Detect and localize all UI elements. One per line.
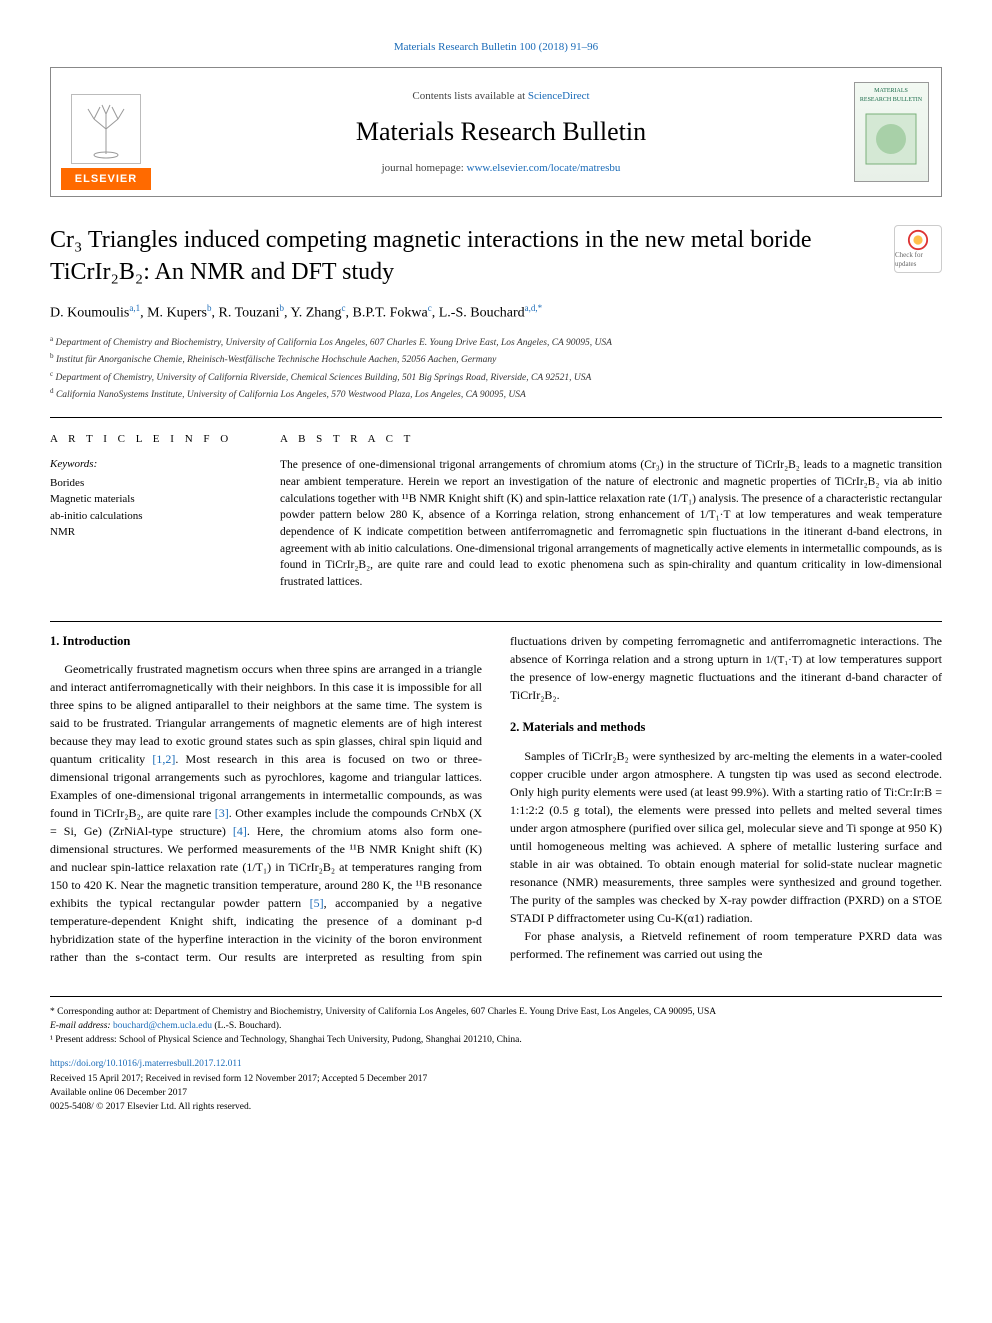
cover-graphic-icon: [861, 104, 921, 174]
elsevier-tree-icon: [71, 94, 141, 164]
masthead-center: Contents lists available at ScienceDirec…: [161, 68, 841, 196]
journal-masthead: ELSEVIER Contents lists available at Sci…: [50, 67, 942, 197]
methods-paragraph-1: Samples of TiCrIr₂B₂ were synthesized by…: [510, 747, 942, 927]
affiliation-item: d California NanoSystems Institute, Univ…: [50, 387, 942, 402]
author-list: D. Koumoulisa,1, M. Kupersb, R. Touzanib…: [50, 302, 942, 323]
article-info-label: A R T I C L E I N F O: [50, 432, 250, 447]
corresponding-author-note: * Corresponding author at: Department of…: [50, 1005, 942, 1019]
divider-bottom: [50, 621, 942, 622]
contents-prefix: Contents lists available at: [412, 90, 527, 102]
ref-link-5[interactable]: [5]: [310, 896, 324, 910]
crossmark-label: Check for updates: [895, 251, 941, 271]
methods-paragraph-2: For phase analysis, a Rietveld refinemen…: [510, 927, 942, 963]
crossmark-icon: [907, 229, 929, 251]
keyword-item: ab-initio calculations: [50, 508, 250, 525]
received-dates: Received 15 April 2017; Received in revi…: [50, 1072, 942, 1086]
keyword-item: Borides: [50, 475, 250, 492]
keywords-label: Keywords:: [50, 457, 250, 472]
present-address-note: ¹ Present address: School of Physical Sc…: [50, 1033, 942, 1047]
abstract-label: A B S T R A C T: [280, 432, 942, 447]
divider-top: [50, 417, 942, 418]
cover-title: MATERIALS RESEARCH BULLETIN: [859, 87, 924, 104]
available-online: Available online 06 December 2017: [50, 1086, 942, 1100]
sciencedirect-link[interactable]: ScienceDirect: [528, 90, 590, 102]
contents-available-line: Contents lists available at ScienceDirec…: [412, 89, 589, 104]
copyright-line: 0025-5408/ © 2017 Elsevier Ltd. All righ…: [50, 1100, 942, 1114]
journal-cover-thumbnail: MATERIALS RESEARCH BULLETIN: [854, 82, 929, 182]
intro-text-1: Geometrically frustrated magnetism occur…: [50, 662, 482, 766]
abstract-text: The presence of one-dimensional trigonal…: [280, 457, 942, 590]
journal-name: Materials Research Bulletin: [356, 114, 646, 150]
ref-link-3[interactable]: [3]: [215, 806, 229, 820]
article-info-block: A R T I C L E I N F O Keywords: BoridesM…: [50, 432, 250, 591]
corresponding-email-link[interactable]: bouchard@chem.ucla.edu: [113, 1021, 212, 1031]
article-title: Cr₃ Triangles induced competing magnetic…: [50, 225, 874, 287]
affiliation-item: c Department of Chemistry, University of…: [50, 370, 942, 385]
ref-link-1-2[interactable]: [1,2]: [152, 752, 175, 766]
intro-heading: 1. Introduction: [50, 632, 482, 651]
keywords-list: BoridesMagnetic materialsab-initio calcu…: [50, 475, 250, 541]
email-label: E-mail address:: [50, 1021, 113, 1031]
email-line: E-mail address: bouchard@chem.ucla.edu (…: [50, 1019, 942, 1033]
journal-homepage-line: journal homepage: www.elsevier.com/locat…: [382, 161, 621, 176]
intro-fraction: 1/(T₁·T): [765, 654, 802, 666]
publisher-block: ELSEVIER: [51, 68, 161, 196]
keyword-item: Magnetic materials: [50, 491, 250, 508]
abstract-block: A B S T R A C T The presence of one-dime…: [280, 432, 942, 591]
article-body: 1. Introduction Geometrically frustrated…: [50, 632, 942, 972]
doi-block: https://doi.org/10.1016/j.materresbull.2…: [50, 1057, 942, 1114]
affiliation-item: a Department of Chemistry and Biochemist…: [50, 335, 942, 350]
ref-link-4[interactable]: [4]: [233, 824, 247, 838]
cover-thumbnail-block: MATERIALS RESEARCH BULLETIN: [841, 68, 941, 196]
homepage-prefix: journal homepage:: [382, 162, 467, 174]
running-citation: Materials Research Bulletin 100 (2018) 9…: [50, 40, 942, 55]
affiliations-list: a Department of Chemistry and Biochemist…: [50, 335, 942, 403]
keyword-item: NMR: [50, 524, 250, 541]
doi-link[interactable]: https://doi.org/10.1016/j.materresbull.2…: [50, 1059, 242, 1069]
affiliation-item: b Institut für Anorganische Chemie, Rhei…: [50, 352, 942, 367]
footnotes-block: * Corresponding author at: Department of…: [50, 996, 942, 1048]
methods-heading: 2. Materials and methods: [510, 718, 942, 737]
email-who: (L.-S. Bouchard).: [212, 1021, 281, 1031]
elsevier-badge: ELSEVIER: [61, 168, 151, 190]
journal-homepage-link[interactable]: www.elsevier.com/locate/matresbu: [467, 162, 621, 174]
crossmark-badge[interactable]: Check for updates: [894, 225, 942, 273]
